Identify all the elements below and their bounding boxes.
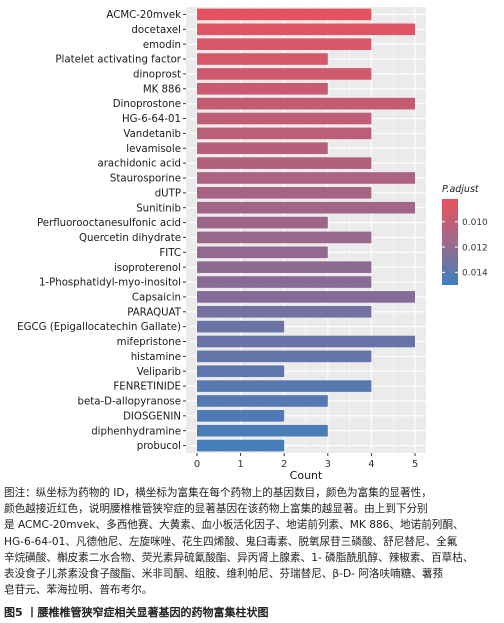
y-tick-label: isoproterenol — [114, 263, 181, 274]
bar — [197, 395, 328, 407]
y-tick-label: histamine — [131, 352, 181, 363]
legend-tick-label: 0.014 — [462, 269, 488, 279]
bar — [197, 320, 285, 333]
bars — [197, 8, 415, 452]
legend-tick-label: 0.012 — [462, 243, 488, 253]
y-tick-label: ACMC-20mvek — [106, 10, 181, 21]
bar — [197, 365, 285, 378]
caption-line: 皂苷元、苯海拉明、普布考尔。 — [4, 584, 153, 597]
y-tick-label: beta-D-allopyranose — [78, 397, 182, 408]
y-tick-label: emodin — [143, 40, 181, 51]
bar — [197, 112, 372, 125]
y-tick-label: MK 886 — [143, 84, 181, 95]
x-tick-label: 4 — [368, 459, 374, 470]
bar — [197, 157, 372, 169]
x-tick-label: 5 — [412, 459, 418, 470]
bar — [197, 23, 415, 36]
bar — [197, 172, 415, 184]
y-tick-label: Perfluorooctanesulfonic acid — [37, 218, 181, 229]
y-tick-label: Platelet activating factor — [55, 55, 181, 66]
bar — [197, 246, 328, 259]
x-tick-label: 0 — [194, 459, 200, 470]
figure-title: 图5 丨腰椎椎管狭窄症相关显著基因的药物富集柱状图 — [4, 606, 269, 619]
bar — [197, 291, 415, 303]
bar — [197, 410, 285, 422]
y-tick-label: FENRETINIDE — [113, 382, 181, 393]
legend: P.adjust 0.010 0.012 0.014 — [442, 184, 488, 285]
y-tick-label: dUTP — [155, 188, 181, 199]
bar — [197, 68, 372, 80]
y-tick-label: probucol — [137, 441, 181, 452]
y-tick-label: EGCG (Epigallocatechin Gallate) — [17, 322, 181, 333]
caption-line: HG-6-64-01、凡德他尼、左旋咪唑、花生四烯酸、鬼臼毒素、脱氧尿苷三磷酸、… — [4, 535, 458, 548]
y-tick-label: mifepristone — [117, 337, 181, 348]
bar — [197, 142, 328, 155]
y-tick-label: dinoprost — [133, 70, 181, 81]
drug-enrichment-bar-chart: ACMC-20mvek docetaxel emodin Platelet activ… — [17, 7, 488, 482]
bar — [197, 231, 372, 244]
bar — [197, 424, 328, 437]
y-tick-label: Dinoprostone — [113, 99, 181, 110]
legend-title: P.adjust — [442, 184, 480, 195]
caption-line: 辛烷磺酸、槲皮素二水合物、荧光素异硫氰酸酯、异丙肾上腺素、1- 磷脂酰肌醇、辣椒… — [4, 551, 474, 564]
bar — [197, 350, 372, 363]
bar — [197, 8, 372, 21]
legend-colorbar — [442, 199, 458, 285]
caption-line: 图注：纵坐标为药物的 ID，横坐标为富集在每个药物上的基因数目，颜色为富集的显著… — [4, 487, 432, 499]
x-tick-label: 1 — [237, 459, 243, 470]
bar — [197, 127, 372, 140]
caption-line: 颜色越接近红色，说明腰椎椎管狭窄症的显著基因在该药物上富集的越显著。由上到下分别 — [4, 503, 428, 516]
y-tick-label: levamisole — [126, 144, 181, 155]
bar — [197, 305, 372, 318]
y-tick-label: Veliparib — [137, 367, 181, 378]
bar — [197, 187, 372, 199]
y-tick-label: FITC — [159, 248, 181, 259]
legend-tick-label: 0.010 — [462, 218, 488, 228]
y-tick-label: HG-6-64-01 — [122, 114, 181, 125]
y-tick-label: DIOSGENIN — [123, 411, 181, 422]
x-axis: 0 1 2 3 4 5 — [194, 453, 418, 470]
bar — [197, 216, 328, 229]
bar — [197, 38, 372, 50]
bar — [197, 380, 372, 392]
bar — [197, 201, 415, 214]
caption-line: 是 ACMC-20mvek、多西他赛、大黄素、血小板活化因子、地诺前列素、MK … — [4, 519, 464, 532]
figure-caption: 图注：纵坐标为药物的 ID，横坐标为富集在每个药物上的基因数目，颜色为富集的显著… — [4, 485, 500, 598]
legend-ticks: 0.010 0.012 0.014 — [442, 218, 488, 279]
bar — [197, 53, 328, 65]
x-tick-label: 3 — [325, 459, 331, 470]
y-tick-label: arachidonic acid — [97, 159, 181, 170]
x-tick-label: 2 — [281, 459, 287, 470]
y-tick-label: docetaxel — [131, 25, 181, 36]
y-tick-label: Staurosporine — [110, 174, 181, 185]
y-tick-label: Vandetanib — [123, 129, 181, 140]
bar — [197, 82, 328, 95]
x-axis-title: Count — [290, 469, 323, 482]
bar — [197, 261, 372, 273]
bar — [197, 335, 415, 348]
bar — [197, 97, 415, 110]
bar — [197, 276, 372, 288]
bar — [197, 439, 285, 452]
y-tick-label: diphenhydramine — [91, 426, 181, 437]
y-tick-label: Sunitinib — [136, 203, 181, 214]
y-tick-label: PARAQUAT — [127, 307, 182, 318]
caption-line: 表没食子儿茶素没食子酸酯、米非司酮、组胺、维利帕尼、芬瑞替尼、β-D- 阿洛呋喃… — [4, 568, 444, 581]
y-tick-label: Quercetin dihydrate — [79, 233, 181, 244]
y-axis-labels: ACMC-20mvek docetaxel emodin Platelet activ… — [17, 10, 186, 452]
y-tick-label: Capsaicin — [132, 293, 181, 304]
y-tick-label: 1-Phosphatidyl-myo-inositol — [39, 278, 181, 289]
